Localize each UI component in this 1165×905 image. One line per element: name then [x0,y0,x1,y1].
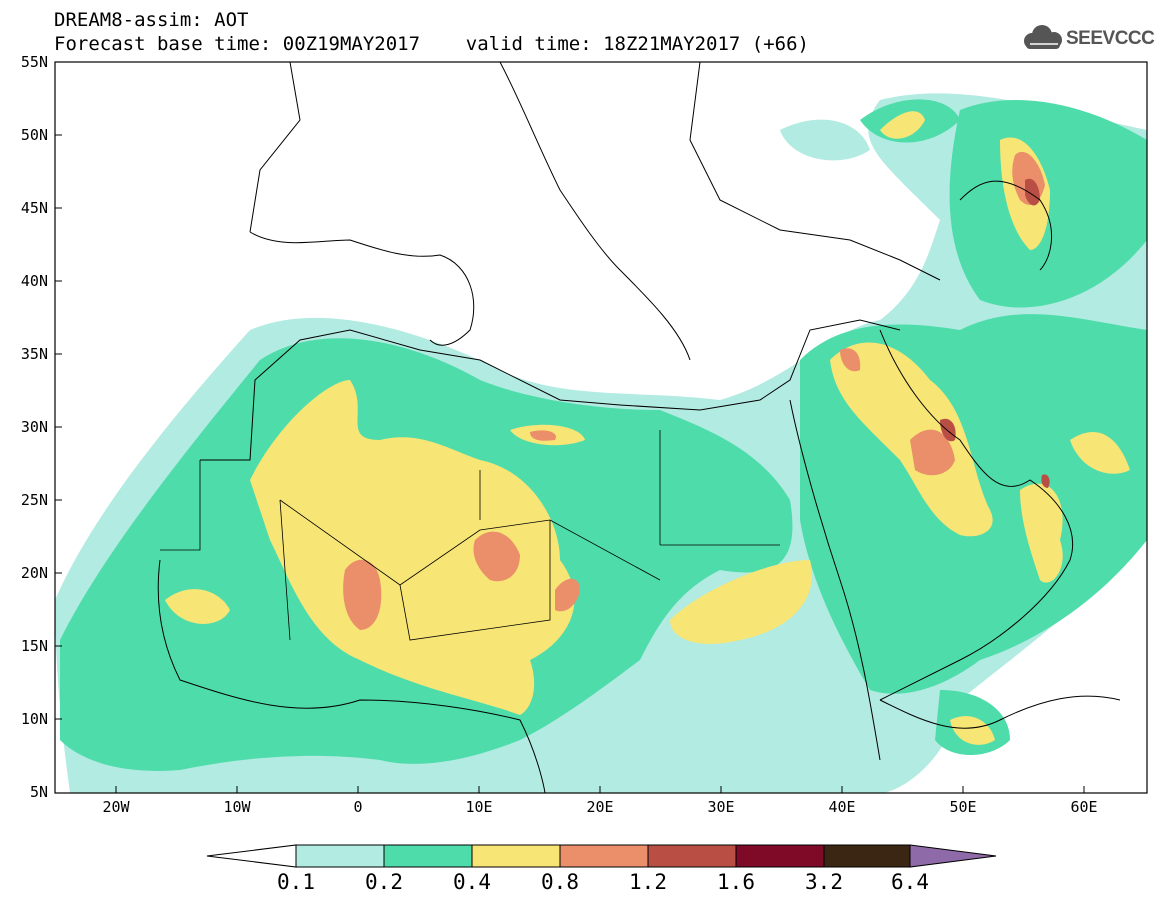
colorbar-label: 0.2 [365,870,403,894]
lat-label: 40N [20,272,48,290]
lon-label: 40E [828,798,856,816]
lon-label: 60E [1070,798,1098,816]
colorbar-label: 6.4 [891,870,929,894]
colorbar-swatch [471,844,561,868]
colorbar-label: 0.8 [541,870,579,894]
lon-label: 10E [465,798,493,816]
map-title: DREAM8-assim: AOT [54,9,249,31]
lat-label: 50N [20,126,48,144]
forecast-time-info: Forecast base time: 00Z19MAY2017 valid t… [54,33,809,55]
lon-label: 20W [102,798,130,816]
colorbar-label: 0.4 [453,870,491,894]
lon-label: 30E [707,798,735,816]
colorbar-swatch [383,844,473,868]
colorbar-swatch [735,844,825,868]
colorbar-label: 1.6 [717,870,755,894]
colorbar-swatch [823,844,911,868]
aot-level-1.2 [940,178,1050,488]
cloud-icon [1024,25,1062,49]
lat-label: 20N [20,564,48,582]
lon-label: 0 [353,798,363,816]
colorbar-swatch [647,844,737,868]
lat-label: 25N [20,491,48,509]
country-borders [160,430,780,641]
lon-label: 20E [586,798,614,816]
lat-label: 45N [20,199,48,217]
colorbar-label: 0.1 [277,870,315,894]
lat-label: 35N [20,345,48,363]
colorbar-upper-arrow [909,844,997,868]
logo-text: SEEVCCC [1066,28,1155,49]
lat-label: 15N [20,637,48,655]
lat-label: 30N [20,418,48,436]
colorbar-label: 3.2 [805,870,843,894]
colorbar-label: 1.2 [629,870,667,894]
aot-level-0.8 [343,151,1045,630]
lat-label: 55N [20,53,48,71]
lon-label: 10W [223,798,251,816]
colorbar [206,844,997,868]
colorbar-swatch [559,844,649,868]
colorbar-lower-arrow [206,844,297,868]
colorbar-swatch [295,844,385,868]
lat-label: 10N [20,710,48,728]
lat-label: 5N [29,783,48,801]
axis-ticks [55,61,1085,793]
coastlines [157,62,1121,793]
lon-label: 50E [949,798,977,816]
